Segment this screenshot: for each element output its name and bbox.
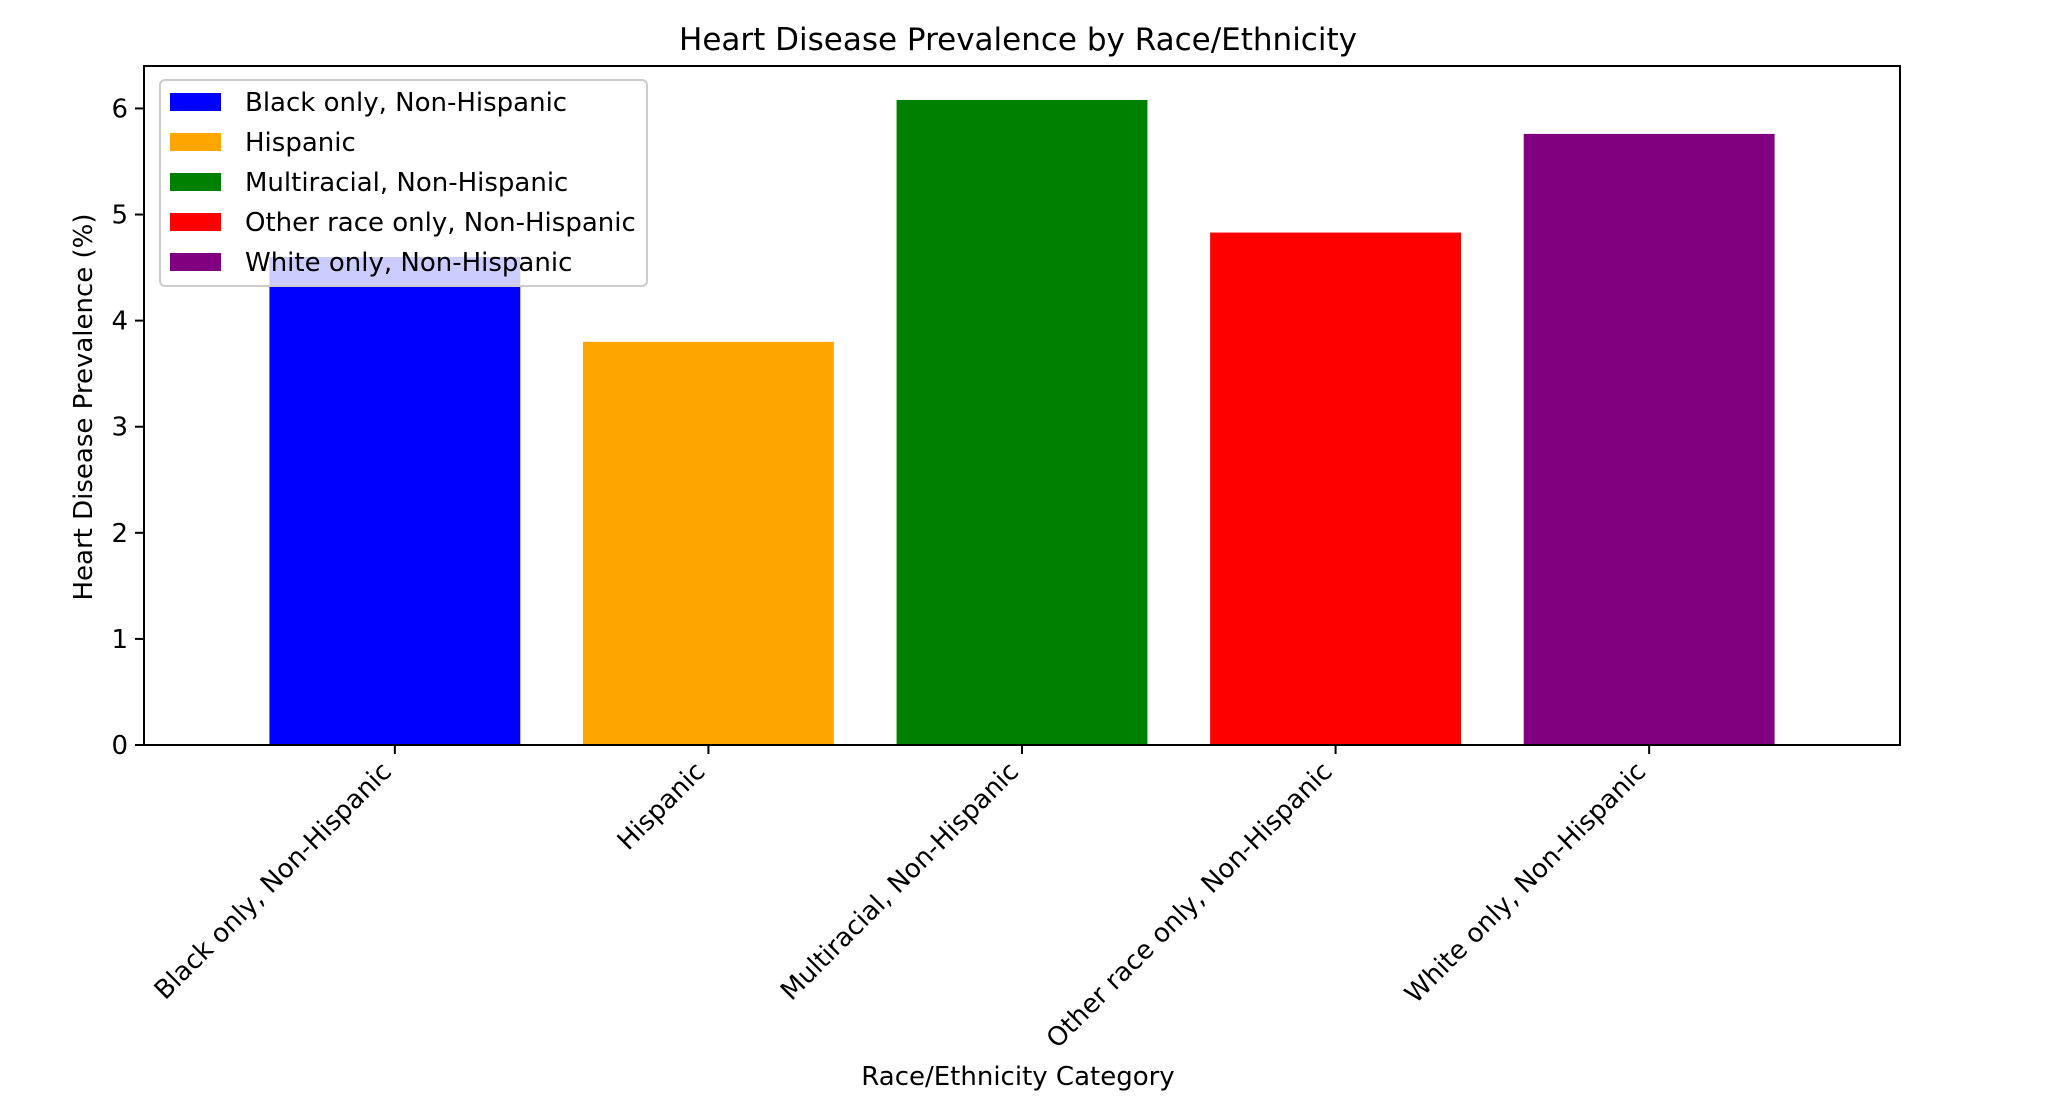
bar-1 <box>269 256 521 745</box>
bars-layer <box>269 99 1775 745</box>
legend-entry: Multiracial, Non-Hispanic <box>245 168 568 198</box>
legend-entry: Hispanic <box>245 128 356 158</box>
legend-swatch <box>170 173 221 191</box>
legend-swatch <box>170 93 221 111</box>
bar-4 <box>1210 232 1461 745</box>
legend-entry: Other race only, Non-Hispanic <box>245 208 636 238</box>
legend-swatch <box>170 213 221 231</box>
x-tick-label: Other race only, Non-Hispanic <box>1041 757 1339 1055</box>
bar-5 <box>1523 133 1775 745</box>
legend-swatch <box>170 253 221 271</box>
y-tick-label: 6 <box>111 94 128 124</box>
legend-box <box>159 79 648 287</box>
legend: Black only, Non-Hispanic Hispanic Multirac… <box>159 79 648 287</box>
legend-entry: White only, Non-Hispanic <box>245 248 572 278</box>
bar-2 <box>583 341 834 745</box>
y-tick-label: 3 <box>111 413 128 443</box>
x-axis-label: Race/Ethnicity Category <box>861 1062 1174 1092</box>
y-tick-label: 1 <box>111 625 128 655</box>
y-axis: 0 1 2 3 4 5 6 <box>111 94 144 761</box>
y-tick-label: 2 <box>111 519 128 549</box>
chart-title: Heart Disease Prevalence by Race/Ethnici… <box>679 22 1357 58</box>
x-tick-label: Hispanic <box>612 757 712 857</box>
x-tick-label: White only, Non-Hispanic <box>1399 757 1652 1010</box>
x-tick-label: Black only, Non-Hispanic <box>149 757 398 1006</box>
y-axis-label: Heart Disease Prevalence (%) <box>69 213 99 600</box>
legend-swatch <box>170 133 221 151</box>
bar-3 <box>896 99 1148 745</box>
x-tick-label: Multiracial, Non-Hispanic <box>775 757 1025 1007</box>
y-tick-label: 0 <box>111 731 128 761</box>
legend-entry: Black only, Non-Hispanic <box>245 88 567 118</box>
y-tick-label: 4 <box>111 307 128 337</box>
x-axis: Black only, Non-Hispanic Hispanic Multirac… <box>149 745 1652 1054</box>
y-tick-label: 5 <box>111 201 128 231</box>
